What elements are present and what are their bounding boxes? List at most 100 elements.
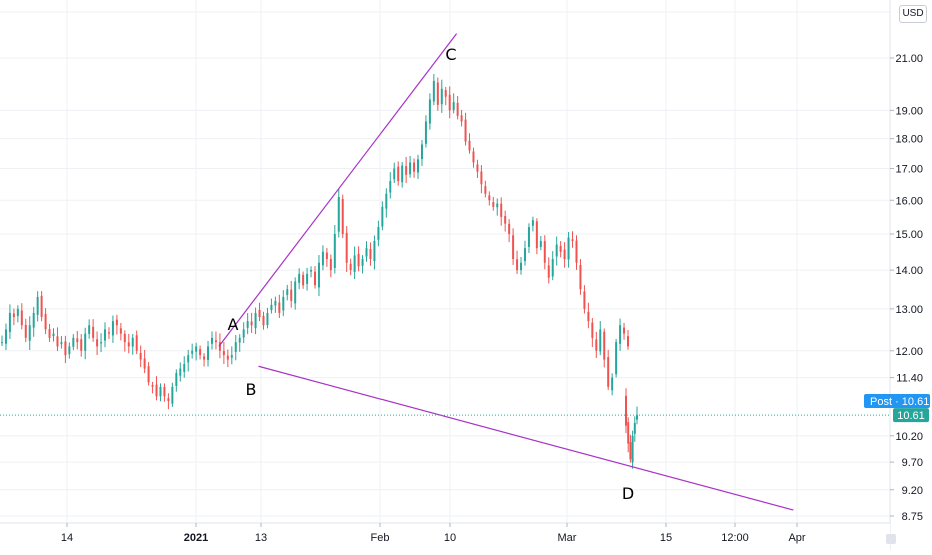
candle-body — [72, 337, 75, 347]
candle-body — [389, 181, 392, 193]
candle-body — [191, 350, 194, 354]
candle-body — [96, 339, 99, 347]
candle-body — [32, 312, 35, 328]
candle-body — [535, 221, 538, 249]
x-tick-label: Feb — [371, 532, 390, 544]
candle-body — [531, 220, 534, 226]
candle-body — [539, 241, 542, 247]
candle-body — [80, 339, 83, 351]
y-tick-label: 14.00 — [895, 265, 923, 277]
candle-body — [611, 377, 614, 391]
x-tick-label: 10 — [444, 532, 456, 544]
candle-body — [555, 244, 558, 257]
candle-body — [579, 264, 582, 290]
candle-body — [357, 253, 360, 267]
candle-body — [171, 386, 174, 404]
candle-body — [456, 102, 459, 116]
candle-body — [563, 249, 566, 260]
candle-body — [250, 321, 253, 326]
candle-body — [270, 304, 273, 311]
candle-body — [636, 415, 638, 420]
y-tick-label: 11.40 — [896, 373, 923, 385]
candle-body — [274, 300, 277, 306]
trendline-lower[interactable] — [258, 365, 794, 511]
candle-body — [310, 270, 313, 272]
candle-body — [393, 168, 396, 180]
candle-body — [629, 442, 632, 460]
candle-body — [179, 368, 182, 376]
candle-body — [238, 337, 241, 343]
candle-body — [329, 259, 332, 271]
point-label-d: D — [622, 484, 634, 503]
candle-body — [84, 333, 87, 351]
candle-body — [619, 325, 622, 344]
candle-body — [472, 151, 475, 163]
candle-body — [627, 422, 630, 444]
y-tick-label: 21.00 — [895, 53, 923, 65]
candle-body — [242, 329, 245, 338]
candle-body — [115, 319, 118, 326]
y-tick-label: 10.20 — [895, 431, 923, 443]
candle-body — [615, 342, 618, 375]
time-axis[interactable] — [0, 523, 890, 550]
candle-body — [262, 315, 265, 326]
point-label-b: B — [246, 380, 257, 399]
candle-body — [163, 386, 166, 397]
candle-body — [571, 239, 574, 242]
trendlines[interactable] — [218, 33, 794, 511]
candle-body — [131, 337, 134, 347]
candle-body — [607, 357, 610, 387]
candle-body — [203, 356, 206, 360]
candle-body — [282, 296, 285, 311]
candle-body — [369, 249, 372, 260]
candle-body — [432, 80, 435, 102]
candle-body — [543, 241, 546, 263]
x-tick-label: Mar — [558, 532, 577, 544]
candle-body — [286, 289, 289, 296]
candle-body — [4, 329, 7, 344]
candle-body — [24, 324, 27, 338]
candle-body — [444, 90, 447, 97]
last-price-label: 10.61 — [897, 410, 925, 422]
currency-button[interactable]: USD — [899, 5, 927, 23]
candle-body — [195, 346, 198, 352]
candle-body — [1, 342, 3, 344]
candle-body — [436, 82, 439, 105]
candle-body — [36, 296, 39, 315]
candle-body — [127, 342, 130, 347]
candle-body — [214, 340, 217, 343]
candle-body — [222, 351, 225, 356]
candle-body — [167, 398, 170, 402]
candle-body — [143, 358, 146, 369]
candle-body — [48, 329, 51, 338]
candle-body — [409, 162, 412, 175]
trendline-upper[interactable] — [218, 33, 458, 347]
candle-body — [512, 235, 515, 260]
candle-body — [147, 366, 150, 383]
candle-body — [365, 248, 368, 257]
candle-body — [448, 94, 451, 111]
candle-body — [381, 206, 384, 227]
candle-body — [159, 386, 162, 397]
candle-body — [92, 326, 95, 338]
candle-body — [187, 355, 190, 363]
candle-body — [123, 333, 126, 343]
x-tick-label: 13 — [255, 532, 267, 544]
y-tick-label: 9.70 — [902, 457, 923, 469]
candle-body — [413, 162, 416, 172]
candle-body — [111, 321, 114, 336]
candle-body — [516, 259, 519, 271]
candle-body — [377, 227, 380, 240]
settings-icon[interactable] — [886, 534, 896, 544]
candle-body — [183, 364, 186, 372]
candle-body — [625, 395, 627, 426]
candle-body — [246, 321, 249, 328]
y-tick-label: 18.00 — [895, 134, 923, 146]
candle-body — [290, 289, 293, 301]
price-axis[interactable] — [890, 0, 932, 550]
y-tick-label: 8.75 — [902, 511, 923, 523]
candle-body — [551, 259, 554, 277]
